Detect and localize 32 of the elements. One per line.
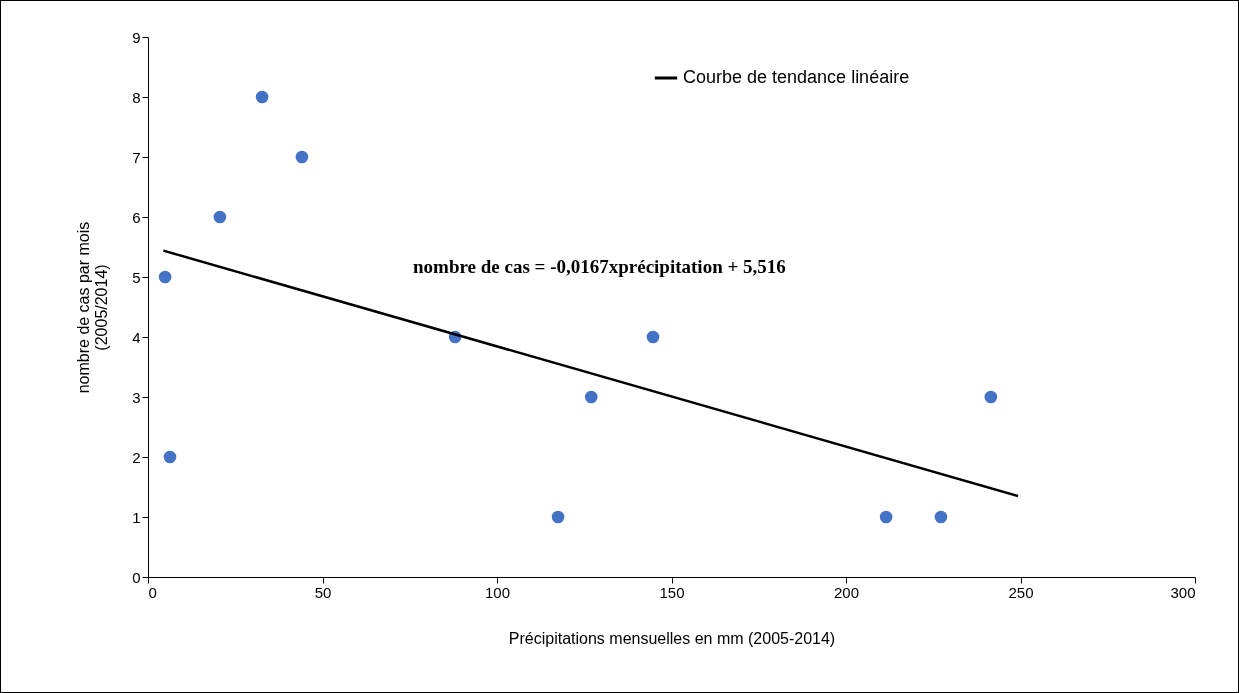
x-axis-title: Précipitations mensuelles en mm (2005-2014)	[508, 629, 836, 647]
legend-label: Courbe de tendance linéaire	[683, 67, 910, 87]
point	[158, 270, 172, 284]
point	[255, 90, 269, 104]
point	[934, 510, 948, 524]
annotation: nombre de cas = -0,0167xprécipitation + 5,516	[413, 256, 786, 277]
point	[295, 150, 309, 164]
point	[213, 210, 227, 224]
point	[551, 510, 565, 524]
y-tick-label: 8	[132, 88, 141, 106]
point	[584, 390, 598, 404]
point	[163, 450, 177, 464]
x-tick-label: 300	[1170, 583, 1196, 601]
point	[984, 390, 998, 404]
y-tick-label: 4	[132, 328, 141, 346]
y-tick-label: 1	[132, 508, 141, 526]
point	[879, 510, 893, 524]
y-tick-label: 7	[132, 148, 141, 166]
y-tick-label: 6	[132, 208, 141, 226]
y-tick-label: 2	[132, 448, 141, 466]
x-tick-label: 150	[659, 583, 685, 601]
x-tick-label: 50	[314, 583, 332, 601]
x-tick-label: 0	[148, 583, 157, 601]
y-tick-label: 5	[132, 268, 141, 286]
x-tick-label: 250	[1008, 583, 1034, 601]
y-tick-label: 3	[132, 388, 141, 406]
y-tick-label: 9	[132, 28, 141, 46]
x-tick-label: 200	[833, 583, 860, 601]
point	[646, 330, 660, 344]
y-axis-title: nombre de cas par mois (2005/2014)	[75, 221, 111, 394]
x-tick-label: 100	[484, 583, 511, 601]
y-tick-label: 0	[132, 568, 141, 586]
